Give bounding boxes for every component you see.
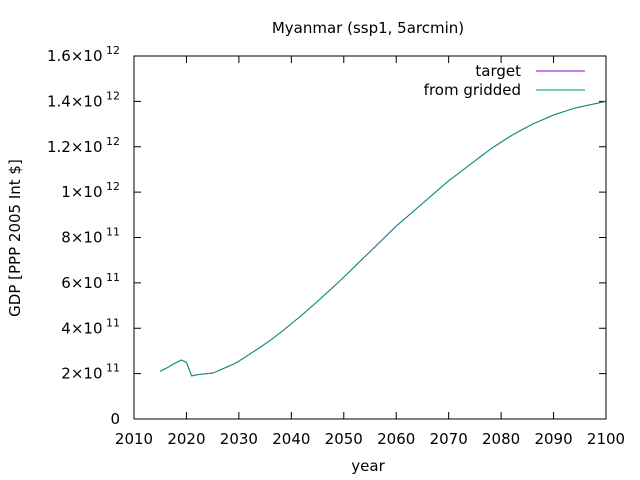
axis-ticks: 2010 2020 2030 2040 2050 2060 2070 2080 2090 2100… bbox=[47, 44, 625, 448]
x-tick-label: 2060 bbox=[377, 430, 415, 448]
y-tick-exponent: 12 bbox=[103, 135, 121, 148]
x-tick-label: 2020 bbox=[167, 430, 205, 448]
x-axis-label: year bbox=[351, 457, 385, 475]
legend-label: from gridded bbox=[424, 81, 521, 99]
y-tick-label: 1.4×10 12 bbox=[47, 89, 120, 110]
y-tick-mantissa: 8×10 bbox=[61, 229, 102, 247]
y-tick-mantissa: 1.2×10 bbox=[47, 138, 103, 156]
x-tick-label: 2080 bbox=[482, 430, 520, 448]
y-tick-mantissa: 4×10 bbox=[61, 319, 102, 337]
x-tick-label: 2100 bbox=[587, 430, 625, 448]
y-tick-label: 1×10 12 bbox=[61, 180, 120, 201]
y-tick-mantissa: 1.4×10 bbox=[47, 92, 103, 110]
y-tick-mantissa: 1.6×10 bbox=[47, 47, 103, 65]
y-tick-exponent: 11 bbox=[103, 226, 121, 239]
legend-label: target bbox=[475, 62, 521, 80]
y-tick-exponent: 12 bbox=[103, 180, 121, 193]
y-tick-mantissa: 6×10 bbox=[61, 274, 102, 292]
y-tick-exponent: 11 bbox=[103, 271, 121, 284]
x-tick-label: 2030 bbox=[220, 430, 258, 448]
y-tick-exponent: 12 bbox=[103, 44, 121, 57]
chart-title: Myanmar (ssp1, 5arcmin) bbox=[272, 19, 464, 37]
x-tick-label: 2070 bbox=[430, 430, 468, 448]
y-tick-label: 1.2×10 12 bbox=[47, 135, 120, 156]
y-tick-exponent: 12 bbox=[103, 89, 121, 102]
y-tick-exponent: 11 bbox=[103, 316, 121, 329]
y-tick-label: 4×10 11 bbox=[61, 316, 120, 337]
y-tick-mantissa: 2×10 bbox=[61, 365, 102, 383]
x-tick-label: 2010 bbox=[115, 430, 153, 448]
y-tick-mantissa: 1×10 bbox=[61, 183, 102, 201]
y-tick-label: 6×10 11 bbox=[61, 271, 120, 292]
y-axis-label: GDP [PPP 2005 Int $] bbox=[6, 159, 24, 317]
plot-frame bbox=[133, 55, 607, 420]
y-tick-exponent: 11 bbox=[103, 362, 121, 375]
x-tick-label: 2040 bbox=[272, 430, 310, 448]
y-tick-label: 0 bbox=[110, 410, 120, 428]
series-line-1 bbox=[159, 100, 607, 377]
y-tick-mantissa: 0 bbox=[110, 410, 120, 428]
y-tick-label: 8×10 11 bbox=[61, 226, 120, 247]
y-tick-label: 2×10 11 bbox=[61, 362, 120, 383]
series-lines bbox=[159, 100, 607, 377]
y-tick-label: 1.6×10 12 bbox=[47, 44, 120, 65]
x-tick-label: 2050 bbox=[325, 430, 363, 448]
x-tick-label: 2090 bbox=[534, 430, 572, 448]
